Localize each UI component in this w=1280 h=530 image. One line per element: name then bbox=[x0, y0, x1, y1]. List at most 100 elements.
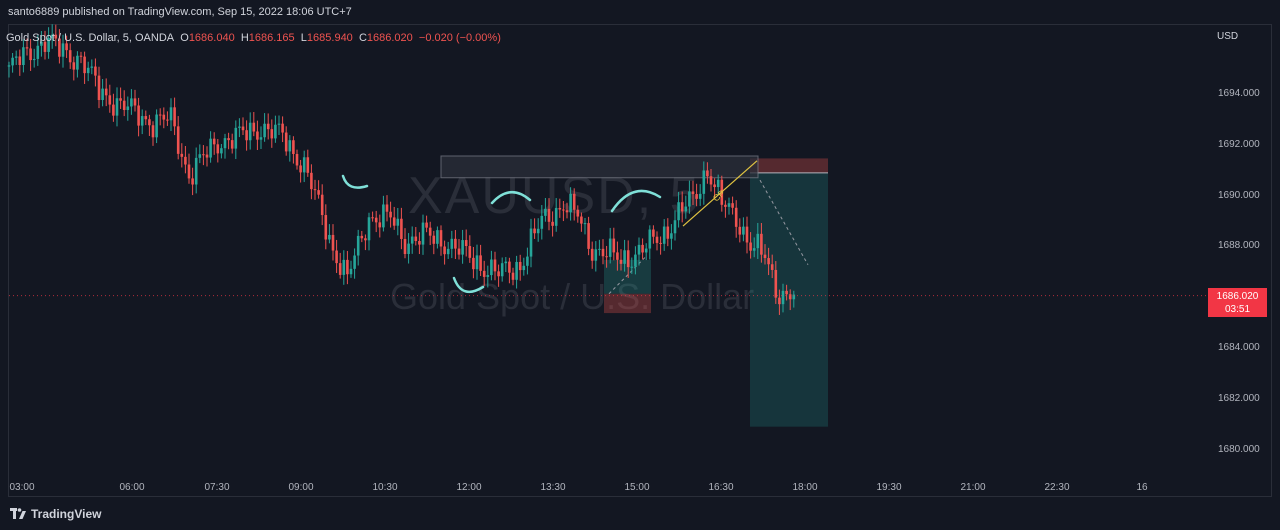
publisher-text: santo6889 published on TradingView.com, … bbox=[8, 6, 352, 18]
publisher-bar: santo6889 published on TradingView.com, … bbox=[0, 0, 1280, 24]
candle-body bbox=[252, 122, 256, 132]
candle-body bbox=[612, 238, 616, 253]
candle-body bbox=[230, 140, 234, 149]
candle-body bbox=[313, 189, 317, 191]
candle-body bbox=[580, 216, 583, 224]
candle-body bbox=[212, 138, 216, 145]
candle-body bbox=[659, 242, 662, 244]
candle-body bbox=[601, 248, 605, 257]
high-label: H bbox=[240, 32, 249, 44]
candle-body bbox=[248, 122, 252, 141]
x-tick-label: 13:30 bbox=[540, 482, 566, 493]
candle-body bbox=[209, 138, 212, 158]
candle-body bbox=[608, 238, 612, 257]
candle-body bbox=[526, 256, 529, 266]
candle-body bbox=[137, 105, 140, 126]
candle-body bbox=[223, 138, 227, 149]
candle-body bbox=[745, 226, 749, 243]
candle-body bbox=[439, 230, 443, 247]
open-value: 1686.040 bbox=[188, 32, 235, 44]
candle-body bbox=[83, 56, 86, 74]
candle-body bbox=[450, 238, 454, 249]
candle-body bbox=[742, 226, 745, 235]
candle-body bbox=[634, 254, 637, 267]
candle-body bbox=[760, 233, 763, 255]
candle-body bbox=[101, 88, 104, 101]
footer-brand[interactable]: TradingView bbox=[31, 507, 102, 521]
candle-body bbox=[274, 124, 277, 139]
y-tick-label: 1694.000 bbox=[1218, 88, 1260, 99]
candle-body bbox=[22, 47, 25, 66]
candle-body bbox=[785, 290, 788, 295]
candle-body bbox=[590, 248, 594, 261]
tradingview-logo-icon bbox=[10, 508, 26, 519]
candle-body bbox=[176, 126, 180, 154]
candle-body bbox=[112, 104, 115, 116]
candle-body bbox=[558, 207, 562, 210]
candle-body bbox=[428, 227, 432, 236]
candle-body bbox=[122, 100, 126, 111]
x-tick-label: 16:30 bbox=[708, 482, 734, 493]
candle-body bbox=[576, 209, 580, 217]
candle-body bbox=[320, 194, 324, 216]
candle-body bbox=[630, 266, 634, 268]
candle-body bbox=[554, 207, 558, 226]
candle-body bbox=[446, 248, 450, 255]
candle-body bbox=[133, 98, 137, 106]
candle-body bbox=[482, 270, 486, 277]
candle-body bbox=[288, 140, 292, 152]
candle-body bbox=[191, 178, 194, 185]
candle-body bbox=[180, 153, 184, 157]
candle-body bbox=[256, 131, 259, 140]
candle-body bbox=[544, 208, 547, 216]
candle-body bbox=[97, 75, 101, 101]
candle-body bbox=[425, 222, 428, 228]
candle-body bbox=[90, 66, 94, 68]
candle-body bbox=[702, 170, 706, 194]
candle-body bbox=[461, 240, 464, 255]
chart-panel[interactable] bbox=[8, 24, 1272, 497]
candle-body bbox=[43, 41, 47, 52]
candle-body bbox=[14, 56, 18, 58]
candle-body bbox=[198, 154, 202, 158]
candle-body bbox=[436, 230, 439, 244]
candle-body bbox=[144, 116, 148, 120]
candle-body bbox=[155, 114, 158, 138]
candle-body bbox=[115, 98, 119, 116]
candle-body bbox=[475, 255, 479, 270]
candle-body bbox=[284, 132, 288, 152]
candle-body bbox=[616, 252, 619, 260]
candle-body bbox=[706, 170, 709, 177]
currency-label[interactable]: USD bbox=[1217, 31, 1239, 42]
bar-countdown: 03:51 bbox=[1224, 304, 1251, 315]
candle-body bbox=[263, 123, 266, 138]
candle-body bbox=[652, 229, 655, 237]
candle-body bbox=[749, 242, 752, 251]
watermark-name: Gold Spot / U.S. Dollar bbox=[390, 276, 755, 317]
candle-body bbox=[310, 172, 313, 190]
candle-body bbox=[36, 45, 40, 59]
x-tick-label: 16 bbox=[1136, 482, 1148, 493]
candle-body bbox=[536, 228, 540, 234]
candle-body bbox=[158, 114, 162, 116]
swing-low-arc bbox=[341, 174, 369, 189]
candle-body bbox=[767, 258, 770, 265]
candle-body bbox=[166, 119, 169, 121]
candle-body bbox=[644, 248, 648, 253]
candle-body bbox=[108, 95, 112, 105]
candle-body bbox=[259, 137, 263, 140]
candle-body bbox=[338, 263, 342, 275]
candle-body bbox=[500, 263, 504, 277]
candle-body bbox=[349, 268, 353, 275]
x-tick-label: 06:00 bbox=[119, 482, 145, 493]
swing-low-arc bbox=[452, 276, 485, 294]
candle-body bbox=[374, 217, 378, 223]
x-tick-label: 03:00 bbox=[9, 482, 35, 493]
candle-body bbox=[7, 65, 11, 67]
candle-body bbox=[677, 202, 680, 221]
candle-body bbox=[551, 221, 554, 226]
candle-body bbox=[58, 38, 61, 57]
candle-body bbox=[205, 154, 209, 158]
candle-body bbox=[277, 123, 281, 125]
